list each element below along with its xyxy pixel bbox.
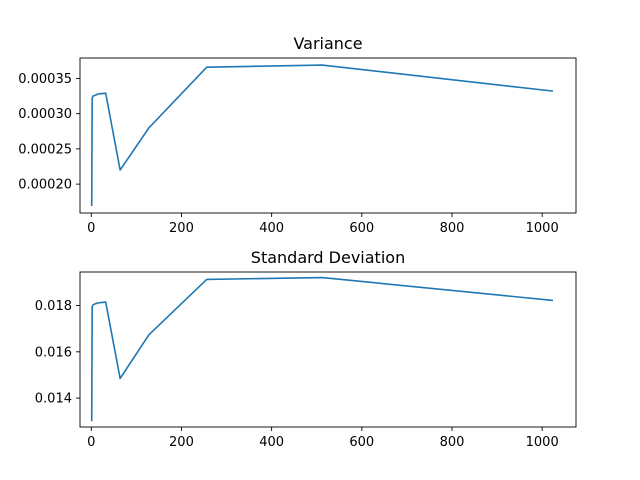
x-tick-label: 0 (87, 435, 95, 450)
chart-title: Variance (293, 34, 362, 53)
x-tick-label: 400 (259, 435, 284, 450)
x-tick-label: 200 (169, 435, 194, 450)
x-tick-label: 1000 (526, 221, 559, 236)
x-tick-label: 800 (440, 435, 465, 450)
y-tick-label: 0.00030 (18, 107, 72, 122)
y-tick-label: 0.014 (35, 392, 72, 407)
x-tick-label: 1000 (526, 435, 559, 450)
y-tick-label: 0.00025 (18, 142, 72, 157)
y-tick-label: 0.00035 (18, 72, 72, 87)
x-tick-label: 600 (349, 435, 374, 450)
y-tick-label: 0.018 (35, 299, 72, 314)
y-tick-label: 0.00020 (18, 178, 72, 193)
x-tick-label: 800 (440, 221, 465, 236)
chart-title: Standard Deviation (251, 248, 405, 267)
y-tick-label: 0.016 (35, 345, 72, 360)
x-tick-label: 400 (259, 221, 284, 236)
x-tick-label: 600 (349, 221, 374, 236)
x-tick-label: 200 (169, 221, 194, 236)
x-tick-label: 0 (87, 221, 95, 236)
